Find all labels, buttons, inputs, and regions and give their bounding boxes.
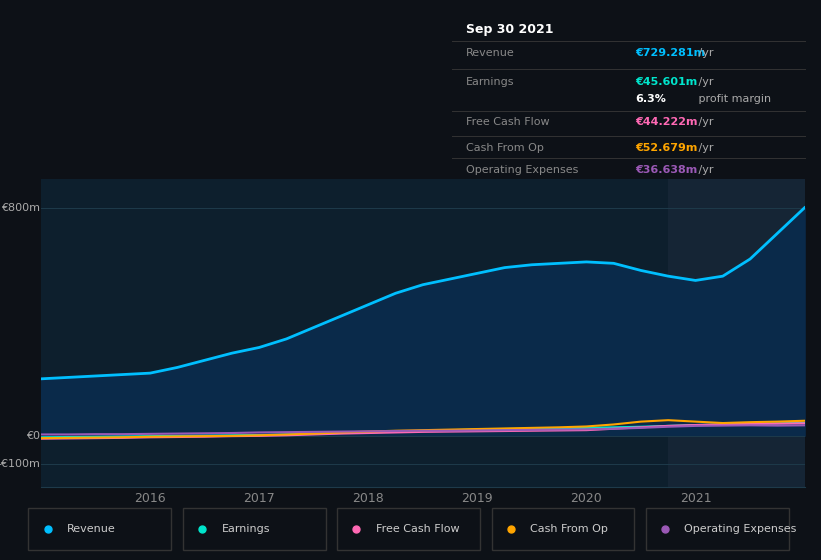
Text: Sep 30 2021: Sep 30 2021 (466, 24, 553, 36)
Text: Revenue: Revenue (466, 49, 515, 58)
Text: €0: €0 (26, 431, 40, 441)
Text: Earnings: Earnings (222, 524, 270, 534)
Text: Operating Expenses: Operating Expenses (685, 524, 797, 534)
Text: Revenue: Revenue (67, 524, 116, 534)
Text: Operating Expenses: Operating Expenses (466, 165, 578, 175)
Text: €44.222m: €44.222m (635, 118, 698, 128)
Text: /yr: /yr (695, 77, 713, 87)
Text: Earnings: Earnings (466, 77, 514, 87)
Text: 6.3%: 6.3% (635, 94, 666, 104)
Text: €52.679m: €52.679m (635, 143, 698, 152)
Text: Free Cash Flow: Free Cash Flow (466, 118, 549, 128)
Text: -€100m: -€100m (0, 459, 40, 469)
Text: /yr: /yr (695, 165, 713, 175)
Text: €36.638m: €36.638m (635, 165, 697, 175)
Text: /yr: /yr (695, 49, 713, 58)
Bar (668, 179, 805, 487)
Text: €800m: €800m (2, 203, 40, 213)
Text: €45.601m: €45.601m (635, 77, 697, 87)
Text: Cash From Op: Cash From Op (466, 143, 544, 152)
Text: profit margin: profit margin (695, 94, 771, 104)
Text: €729.281m: €729.281m (635, 49, 705, 58)
Text: Free Cash Flow: Free Cash Flow (376, 524, 460, 534)
Text: Cash From Op: Cash From Op (530, 524, 608, 534)
Text: /yr: /yr (695, 143, 713, 152)
Text: /yr: /yr (695, 118, 713, 128)
